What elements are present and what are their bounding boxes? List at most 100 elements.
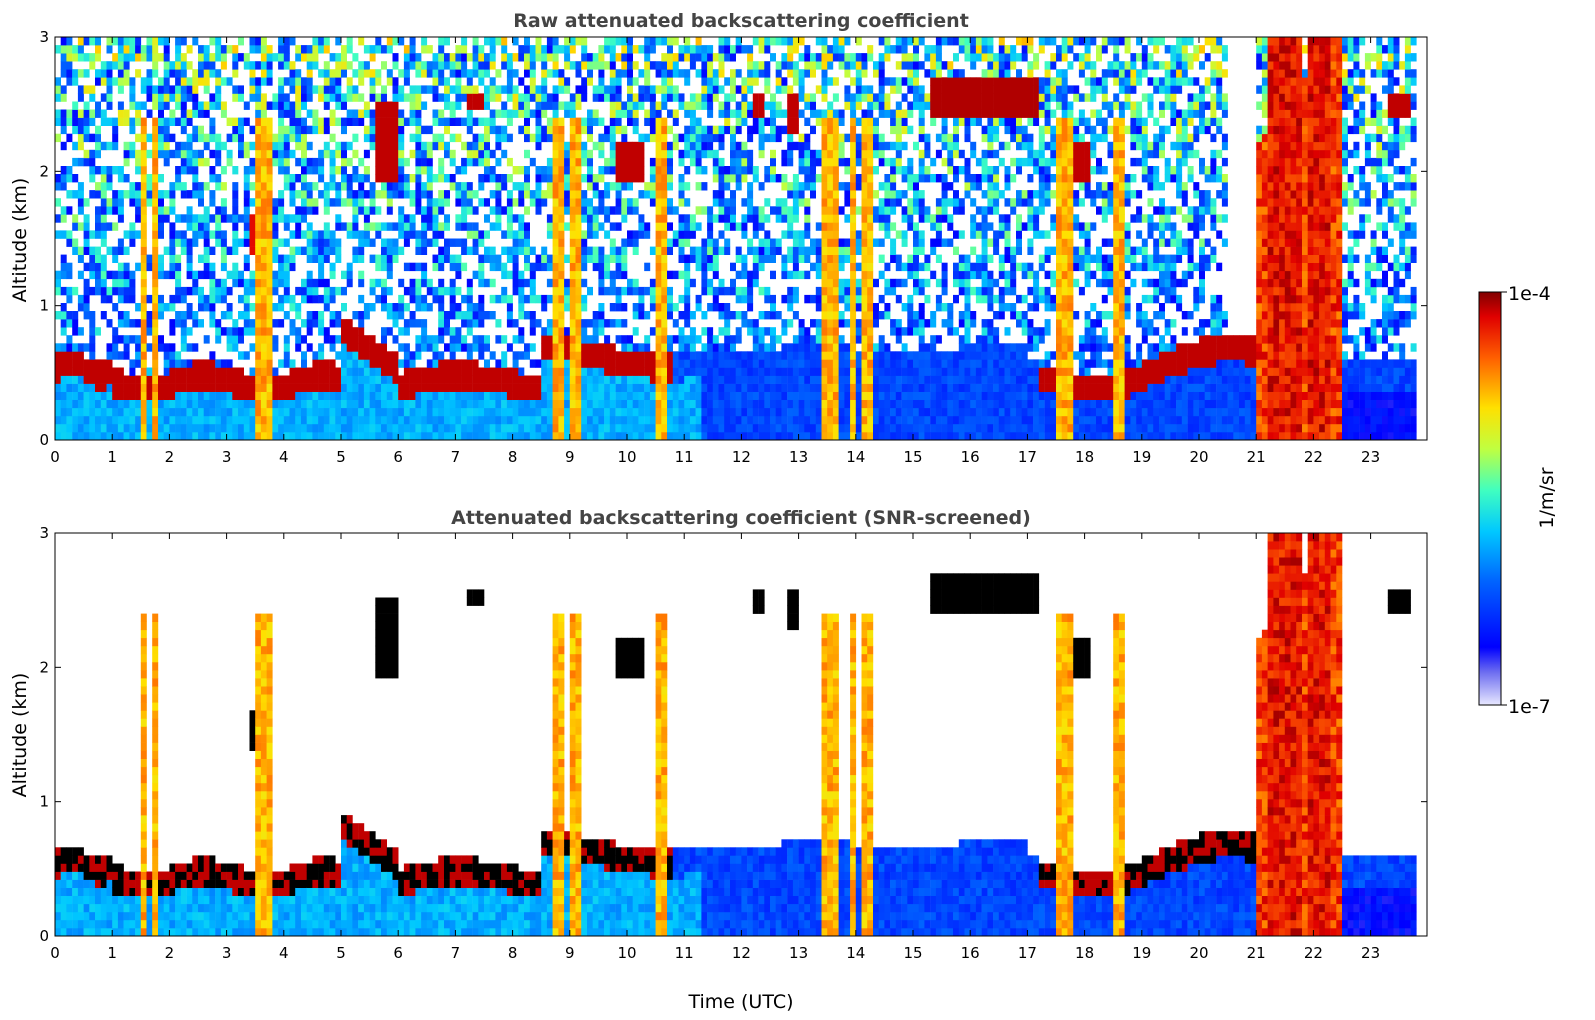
heatmap-cell <box>798 149 805 159</box>
heatmap-cell <box>512 407 519 417</box>
heatmap-cell <box>95 270 101 280</box>
heatmap-cell <box>478 53 485 62</box>
heatmap-cell <box>770 246 776 255</box>
heatmap-cell <box>632 93 639 102</box>
heatmap-cell <box>318 311 325 320</box>
heatmap-cell <box>432 335 439 344</box>
heatmap-cell <box>564 423 571 433</box>
heatmap-cell <box>770 166 776 175</box>
heatmap-cell <box>158 399 164 409</box>
heatmap-cell <box>341 182 347 191</box>
heatmap-cell <box>106 85 113 94</box>
heatmap-cell <box>192 174 199 183</box>
heatmap-cell <box>198 319 204 328</box>
heatmap-cell <box>220 109 227 118</box>
heatmap-cell <box>627 93 633 102</box>
heatmap-cell <box>415 157 422 167</box>
heatmap-cell <box>323 367 330 376</box>
heatmap-cell <box>117 45 124 54</box>
heatmap-cell <box>220 359 227 368</box>
heatmap-cell <box>569 37 576 46</box>
heatmap-cell <box>701 311 708 320</box>
heatmap-cell <box>792 174 799 183</box>
heatmap-cell <box>301 359 307 368</box>
heatmap-cell <box>775 206 782 215</box>
heatmap-cell <box>209 359 216 368</box>
heatmap-cell <box>203 45 210 54</box>
heatmap-cell <box>781 359 788 368</box>
heatmap-cell <box>106 246 113 255</box>
heatmap-cell <box>192 190 199 199</box>
heatmap-cell <box>609 149 616 159</box>
heatmap-cell <box>421 157 428 167</box>
heatmap-cell <box>661 141 668 151</box>
heatmap-cell <box>632 278 639 288</box>
heatmap-cell <box>426 61 433 70</box>
heatmap-cell <box>129 270 136 280</box>
heatmap-cell <box>724 214 731 223</box>
heatmap-cell <box>89 166 96 175</box>
heatmap-cell <box>232 61 239 70</box>
heatmap-cell <box>415 198 422 207</box>
heatmap-cell <box>426 198 433 207</box>
heatmap-cell <box>306 45 313 54</box>
heatmap-cell <box>478 311 485 320</box>
heatmap-cell <box>747 303 754 312</box>
heatmap-cell <box>844 61 851 70</box>
heatmap-cell <box>117 262 124 272</box>
heatmap-cell <box>781 109 788 118</box>
heatmap-cell <box>398 230 405 239</box>
heatmap-cell <box>558 399 565 409</box>
heatmap-cell <box>575 311 582 320</box>
heatmap-cell <box>850 423 857 433</box>
heatmap-cell <box>707 278 714 288</box>
heatmap-cell <box>587 335 593 344</box>
heatmap-cell <box>827 303 834 312</box>
heatmap-cell <box>461 61 468 70</box>
heatmap-cell <box>438 294 445 304</box>
heatmap-cell <box>249 327 256 336</box>
heatmap-cell <box>444 407 450 417</box>
heatmap-cell <box>95 278 101 288</box>
heatmap-cell <box>804 343 811 352</box>
heatmap-cell <box>123 109 130 118</box>
heatmap-cell <box>301 214 307 223</box>
heatmap-cell <box>152 190 159 199</box>
heatmap-cell <box>198 359 204 368</box>
heatmap-cell <box>466 198 473 207</box>
heatmap-cell <box>169 431 176 441</box>
heatmap-cell <box>163 101 170 110</box>
heatmap-cell <box>838 238 845 247</box>
heatmap-cell <box>524 109 530 118</box>
heatmap-cell <box>358 359 365 368</box>
heatmap-cell <box>312 238 319 247</box>
heatmap-cell <box>461 37 468 46</box>
heatmap-cell <box>318 375 325 384</box>
heatmap-cell <box>489 399 496 409</box>
heatmap-cell <box>55 351 61 360</box>
heatmap-cell <box>712 262 719 272</box>
heatmap-cell <box>649 198 656 207</box>
heatmap-cell <box>518 270 525 280</box>
heatmap-cell <box>695 69 702 78</box>
heatmap-cell <box>792 415 799 425</box>
heatmap-cell <box>255 303 262 312</box>
heatmap-cell <box>787 93 794 102</box>
heatmap-cell <box>135 375 142 384</box>
heatmap-cell <box>260 423 267 433</box>
heatmap-cell <box>478 117 485 126</box>
heatmap-cell <box>140 311 147 320</box>
heatmap-cell <box>461 214 468 223</box>
heatmap-cell <box>764 246 771 255</box>
heatmap-cell <box>598 85 605 94</box>
heatmap-cell <box>724 77 731 86</box>
heatmap-cell <box>83 246 90 255</box>
heatmap-cell <box>186 166 193 175</box>
heatmap-cell <box>335 93 342 102</box>
heatmap-cell <box>163 85 170 94</box>
heatmap-cell <box>844 303 851 312</box>
heatmap-cell <box>158 149 164 159</box>
heatmap-cell <box>323 77 330 86</box>
heatmap-cell <box>478 61 485 70</box>
heatmap-cell <box>135 190 142 199</box>
